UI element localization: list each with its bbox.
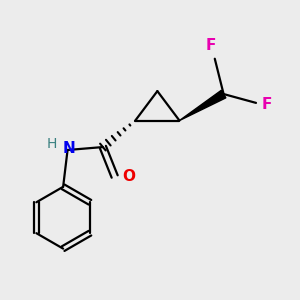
Text: H: H: [46, 137, 56, 151]
Text: F: F: [205, 38, 215, 53]
Text: F: F: [262, 97, 272, 112]
Text: O: O: [122, 169, 135, 184]
Text: N: N: [63, 141, 75, 156]
Polygon shape: [179, 90, 226, 121]
